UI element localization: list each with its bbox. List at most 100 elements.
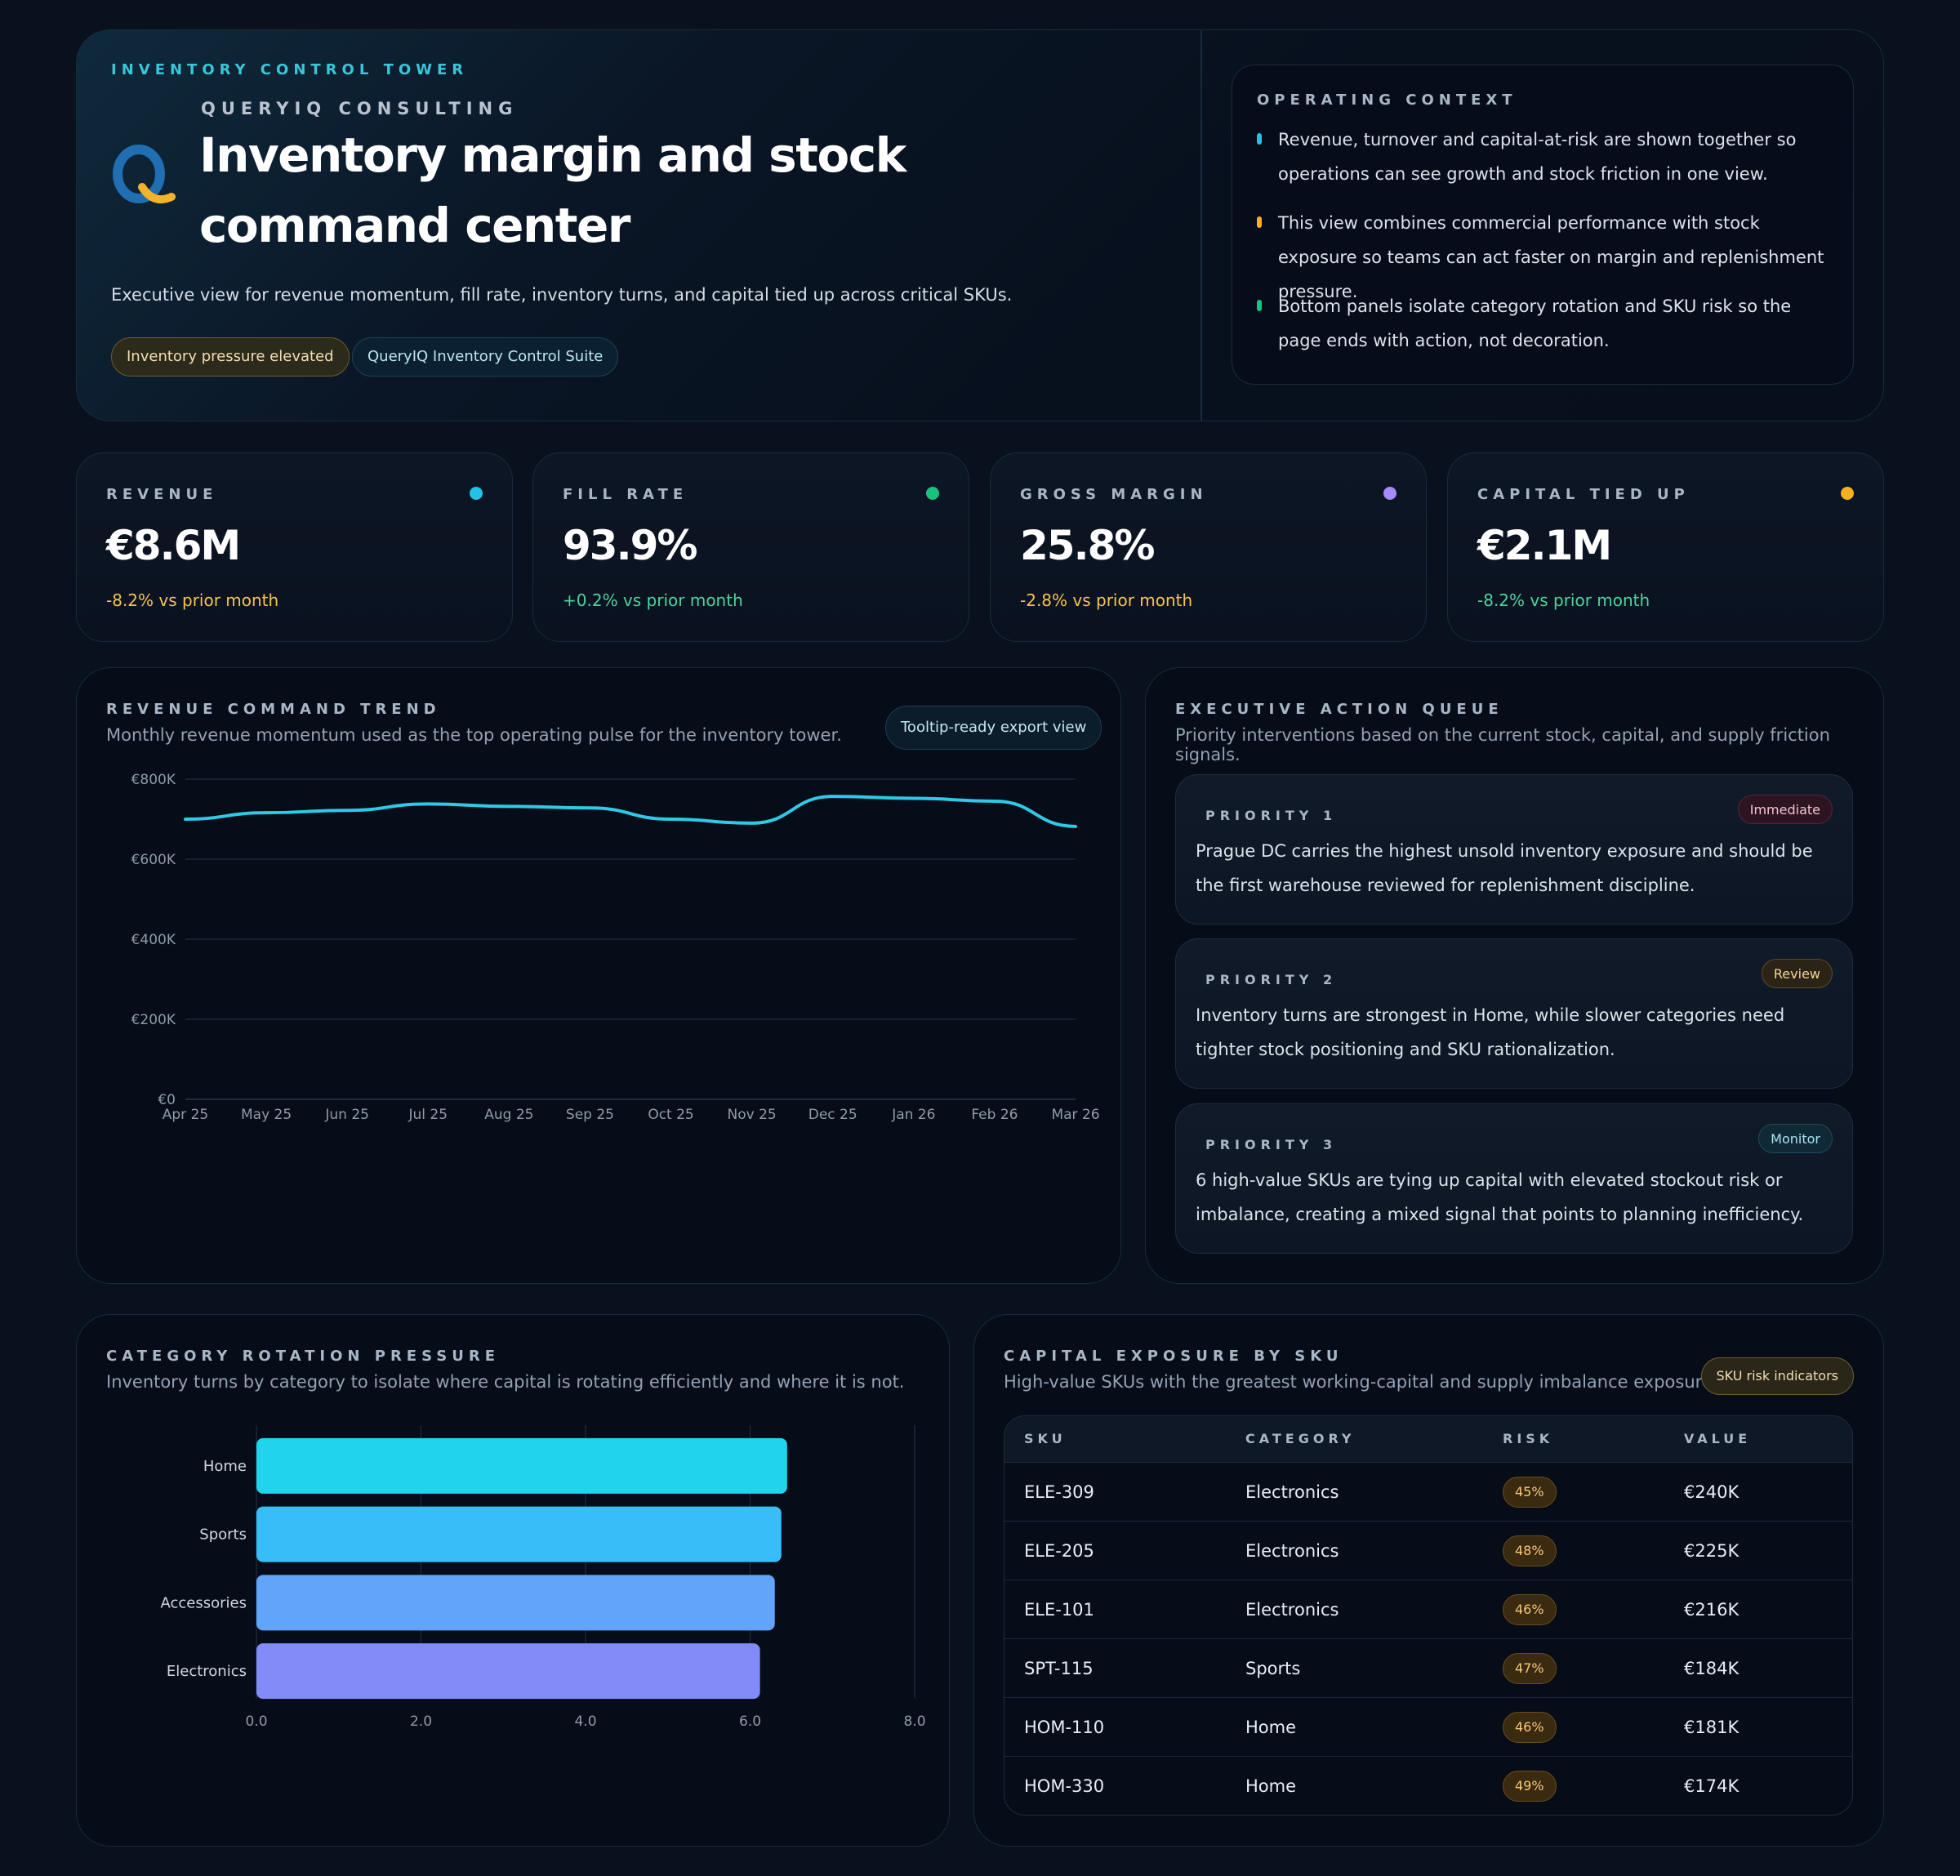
x-tick-label: 4.0 [574, 1713, 596, 1730]
priority-label: PRIORITY 3 [1205, 1137, 1338, 1152]
x-tick-label: May 25 [241, 1107, 292, 1123]
y-tick-label: €200K [131, 1012, 176, 1028]
table-row[interactable]: HOM-330 Home 49% €174K [1004, 1756, 1852, 1815]
table-row[interactable]: ELE-101 Electronics 46% €216K [1004, 1580, 1852, 1638]
sku-table: SKU CATEGORY RISK VALUE ELE-309 Electron… [1004, 1415, 1853, 1816]
category-label: Accessories [161, 1594, 247, 1611]
x-tick-label: 6.0 [739, 1713, 761, 1730]
value-cell: €240K [1684, 1482, 1740, 1502]
x-tick-label: Jul 25 [408, 1107, 448, 1123]
category-cell: Home [1245, 1776, 1297, 1796]
context-item-text: Revenue, turnover and capital-at-risk ar… [1278, 130, 1797, 184]
x-tick-label: Aug 25 [484, 1107, 533, 1123]
kpi-label: REVENUE [106, 486, 218, 503]
risk-badge: 46% [1503, 1712, 1557, 1743]
kpi-delta: +0.2% vs prior month [563, 590, 743, 610]
kpi-label: FILL RATE [563, 486, 688, 503]
category-bar [256, 1643, 760, 1700]
kpi-value: 25.8% [1020, 522, 1155, 569]
x-tick-label: Nov 25 [728, 1107, 777, 1123]
page-title: Inventory margin and stock command cente… [199, 127, 906, 253]
kpi-label: CAPITAL TIED UP [1477, 486, 1690, 503]
risk-badge: 49% [1503, 1771, 1557, 1802]
risk-badge: 47% [1503, 1653, 1557, 1684]
priority-label: PRIORITY 2 [1205, 972, 1338, 987]
trend-kicker: REVENUE COMMAND TREND [106, 701, 441, 718]
revenue-series-line [184, 795, 1077, 828]
category-bar [256, 1575, 775, 1631]
priority-card-3[interactable]: PRIORITY 3 Monitor 6 high-value SKUs are… [1175, 1103, 1853, 1254]
context-item-text: This view combines commercial performanc… [1278, 213, 1824, 301]
revenue-trend-chart[interactable]: €0 €200K €400K €600K €800K Apr 25 May 25 Jun 25… [77, 668, 1122, 1285]
kpi-status-dot [470, 487, 483, 500]
queryiq-logo-icon [111, 136, 176, 218]
priority-card-1[interactable]: PRIORITY 1 Immediate Prague DC carries t… [1175, 774, 1853, 925]
value-cell: €216K [1684, 1600, 1740, 1620]
category-label: Electronics [167, 1663, 247, 1680]
category-cell: Sports [1245, 1659, 1301, 1678]
column-header-category[interactable]: CATEGORY [1245, 1431, 1356, 1446]
x-tick-label: Mar 26 [1051, 1107, 1099, 1123]
kpi-card-revenue: REVENUE €8.6M -8.2% vs prior month [76, 452, 513, 642]
category-cell: Electronics [1245, 1600, 1339, 1620]
category-kicker: CATEGORY ROTATION PRESSURE [106, 1348, 500, 1365]
priority-label: PRIORITY 1 [1205, 808, 1338, 823]
column-header-sku[interactable]: SKU [1024, 1431, 1067, 1446]
x-tick-label: Oct 25 [648, 1107, 693, 1123]
y-tick-label: €0 [158, 1092, 176, 1108]
category-turns-chart[interactable]: 0.0 2.0 4.0 6.0 8.0 Home Sports Accessories Elec… [77, 1315, 951, 1847]
y-tick-label: €400K [131, 932, 176, 948]
table-row[interactable]: SPT-115 Sports 47% €184K [1004, 1638, 1852, 1697]
priority-text: Inventory turns are strongest in Home, w… [1196, 1005, 1785, 1059]
context-item: This view combines commercial performanc… [1257, 206, 1829, 309]
actions-subtitle: Priority interventions based on the curr… [1175, 725, 1830, 764]
x-tick-label: 2.0 [410, 1713, 432, 1730]
table-row[interactable]: HOM-110 Home 46% €181K [1004, 1697, 1852, 1756]
suite-pill: QueryIQ Inventory Control Suite [352, 337, 619, 377]
kpi-status-dot [1841, 487, 1854, 500]
column-header-value[interactable]: VALUE [1684, 1431, 1752, 1446]
status-pill: Inventory pressure elevated [111, 337, 350, 377]
monitor-tag: Monitor [1758, 1124, 1833, 1153]
category-rotation-panel: 0.0 2.0 4.0 6.0 8.0 Home Sports Accessories Elec… [76, 1314, 950, 1847]
trend-subtitle: Monthly revenue momentum used as the top… [106, 725, 842, 745]
x-tick-label: 8.0 [903, 1713, 925, 1730]
value-cell: €184K [1684, 1659, 1740, 1678]
kpi-status-dot [926, 487, 939, 500]
kpi-value: 93.9% [563, 522, 697, 569]
table-row[interactable]: ELE-205 Electronics 48% €225K [1004, 1521, 1852, 1580]
context-bullet [1257, 133, 1262, 145]
category-label: Sports [199, 1526, 247, 1544]
x-tick-label: Jan 26 [891, 1107, 935, 1123]
kpi-card-fill-rate: FILL RATE 93.9% +0.2% vs prior month [532, 452, 969, 642]
table-row[interactable]: ELE-309 Electronics 45% €240K [1004, 1462, 1852, 1521]
export-view-badge[interactable]: Tooltip-ready export view [885, 706, 1102, 750]
capital-exposure-panel: CAPITAL EXPOSURE BY SKU High-value SKUs … [973, 1314, 1884, 1847]
kpi-value: €8.6M [106, 522, 241, 569]
x-tick-label: Jun 25 [324, 1107, 369, 1123]
action-queue-panel: EXECUTIVE ACTION QUEUE Priority interven… [1145, 667, 1884, 1284]
context-item: Bottom panels isolate category rotation … [1257, 289, 1829, 358]
sku-cell: HOM-110 [1024, 1718, 1105, 1737]
kpi-delta: -8.2% vs prior month [106, 590, 279, 610]
table-header: SKU CATEGORY RISK VALUE [1004, 1416, 1852, 1462]
priority-text: Prague DC carries the highest unsold inv… [1196, 841, 1813, 895]
category-cell: Home [1245, 1718, 1297, 1737]
sku-cell: HOM-330 [1024, 1776, 1105, 1796]
context-item-text: Bottom panels isolate category rotation … [1278, 296, 1792, 350]
context-bullet [1257, 300, 1262, 311]
value-cell: €174K [1684, 1776, 1740, 1796]
sku-cell: ELE-101 [1024, 1600, 1094, 1620]
operating-context-card: OPERATING CONTEXT Revenue, turnover and … [1232, 65, 1854, 385]
hero-description: Executive view for revenue momentum, fil… [111, 285, 1013, 305]
review-tag: Review [1761, 959, 1833, 988]
x-tick-label: Apr 25 [163, 1107, 208, 1123]
x-tick-label: Dec 25 [808, 1107, 858, 1123]
column-header-risk[interactable]: RISK [1503, 1431, 1554, 1446]
hero-divider [1200, 30, 1202, 421]
sku-risk-badge: SKU risk indicators [1700, 1357, 1854, 1395]
actions-kicker: EXECUTIVE ACTION QUEUE [1175, 701, 1503, 718]
priority-card-2[interactable]: PRIORITY 2 Review Inventory turns are st… [1175, 938, 1853, 1089]
context-item: Revenue, turnover and capital-at-risk ar… [1257, 123, 1829, 191]
category-subtitle: Inventory turns by category to isolate w… [106, 1372, 905, 1392]
